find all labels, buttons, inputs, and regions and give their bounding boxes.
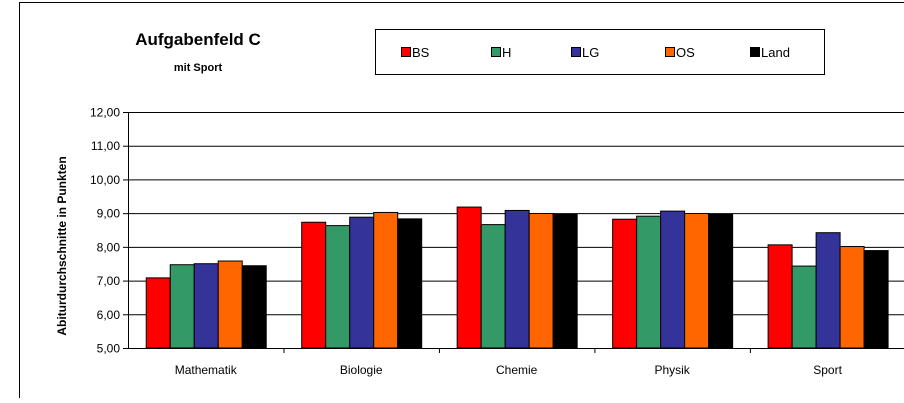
- x-tick-label: Physik: [654, 363, 690, 377]
- bar-os-biologie: [374, 212, 398, 348]
- x-tick-label: Mathematik: [175, 363, 238, 377]
- bar-os-chemie: [529, 213, 553, 348]
- x-tick-label: Sport: [813, 363, 842, 377]
- y-tick-label: 6,00: [97, 308, 121, 322]
- bar-land-physik: [709, 214, 733, 348]
- bar-bs-mathematik: [146, 278, 170, 348]
- x-tick-label: Chemie: [496, 363, 538, 377]
- y-tick-label: 9,00: [97, 207, 121, 221]
- y-tick-label: 7,00: [97, 274, 121, 288]
- bar-lg-physik: [661, 211, 685, 348]
- bar-land-mathematik: [242, 266, 266, 348]
- bar-h-chemie: [481, 225, 505, 348]
- bar-h-physik: [637, 216, 661, 348]
- bar-land-biologie: [398, 219, 422, 348]
- legend-label-land: Land: [761, 45, 790, 60]
- bar-land-sport: [864, 251, 888, 348]
- chart-title: Aufgabenfeld C: [135, 30, 261, 49]
- legend-swatch-os: [666, 48, 675, 57]
- bar-os-sport: [840, 247, 864, 348]
- bar-bs-chemie: [457, 207, 481, 348]
- bar-land-chemie: [553, 214, 577, 348]
- legend-label-os: OS: [676, 45, 695, 60]
- bar-lg-biologie: [350, 217, 374, 348]
- legend-swatch-lg: [572, 48, 581, 57]
- legend: BS H LG OS Land: [376, 30, 825, 75]
- bar-bs-physik: [613, 219, 637, 348]
- bar-lg-mathematik: [194, 264, 218, 348]
- y-tick-label: 5,00: [97, 342, 121, 356]
- y-tick-label: 11,00: [91, 139, 120, 153]
- bar-os-physik: [685, 213, 709, 348]
- bar-os-mathematik: [218, 261, 242, 348]
- y-tick-label: 10,00: [90, 173, 120, 187]
- chart-subtitle: mit Sport: [174, 62, 223, 74]
- bar-lg-chemie: [505, 210, 529, 348]
- legend-swatch-h: [492, 48, 501, 57]
- legend-label-h: H: [502, 45, 511, 60]
- bar-lg-sport: [816, 233, 840, 348]
- x-tick-label: Biologie: [340, 363, 383, 377]
- legend-swatch-land: [751, 48, 760, 57]
- y-tick-label: 12,00: [90, 106, 120, 120]
- bar-h-mathematik: [170, 265, 194, 348]
- bar-h-biologie: [326, 226, 350, 348]
- y-tick-label: 8,00: [97, 240, 121, 254]
- legend-label-lg: LG: [582, 45, 599, 60]
- y-axis-label: Abiturdurchschnitte in Punkten: [55, 156, 69, 335]
- legend-swatch-bs: [402, 48, 411, 57]
- bar-bs-sport: [768, 245, 792, 348]
- bar-h-sport: [792, 266, 816, 348]
- legend-label-bs: BS: [412, 45, 430, 60]
- bar-bs-biologie: [302, 222, 326, 348]
